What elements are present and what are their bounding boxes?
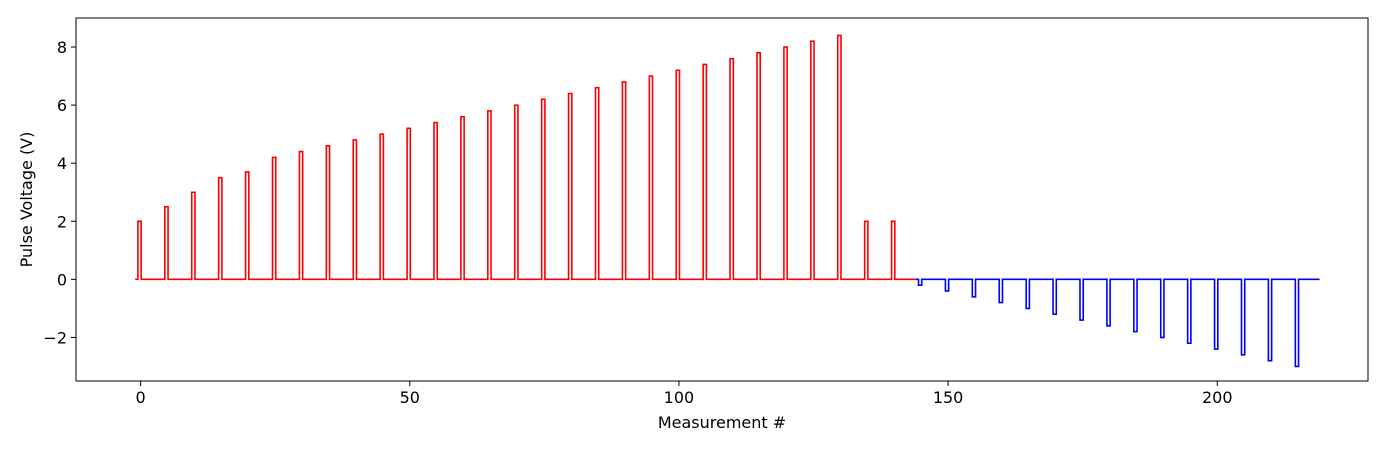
- y-tick-label: 0: [57, 270, 67, 289]
- y-tick-label: 2: [57, 212, 67, 231]
- x-axis-label: Measurement #: [658, 413, 786, 432]
- x-axis-ticks: 0 50 100 150 200: [136, 381, 1233, 407]
- y-tick-label: 6: [57, 96, 67, 115]
- x-tick-label: 100: [664, 388, 695, 407]
- plot-area: [135, 34, 1320, 368]
- y-tick-label: −2: [43, 328, 67, 347]
- y-axis-label: Pulse Voltage (V): [17, 132, 36, 268]
- series-1-pulse-line: [135, 34, 916, 281]
- y-axis-ticks: −2 0 2 4 6 8: [43, 38, 76, 347]
- series-2-pulse-line: [915, 278, 1320, 368]
- y-tick-label: 8: [57, 38, 67, 57]
- plot-frame: [75, 17, 1369, 382]
- y-tick-label: 4: [57, 154, 67, 173]
- x-tick-label: 0: [136, 388, 146, 407]
- x-tick-label: 50: [400, 388, 420, 407]
- x-tick-label: 150: [933, 388, 964, 407]
- x-tick-label: 200: [1202, 388, 1233, 407]
